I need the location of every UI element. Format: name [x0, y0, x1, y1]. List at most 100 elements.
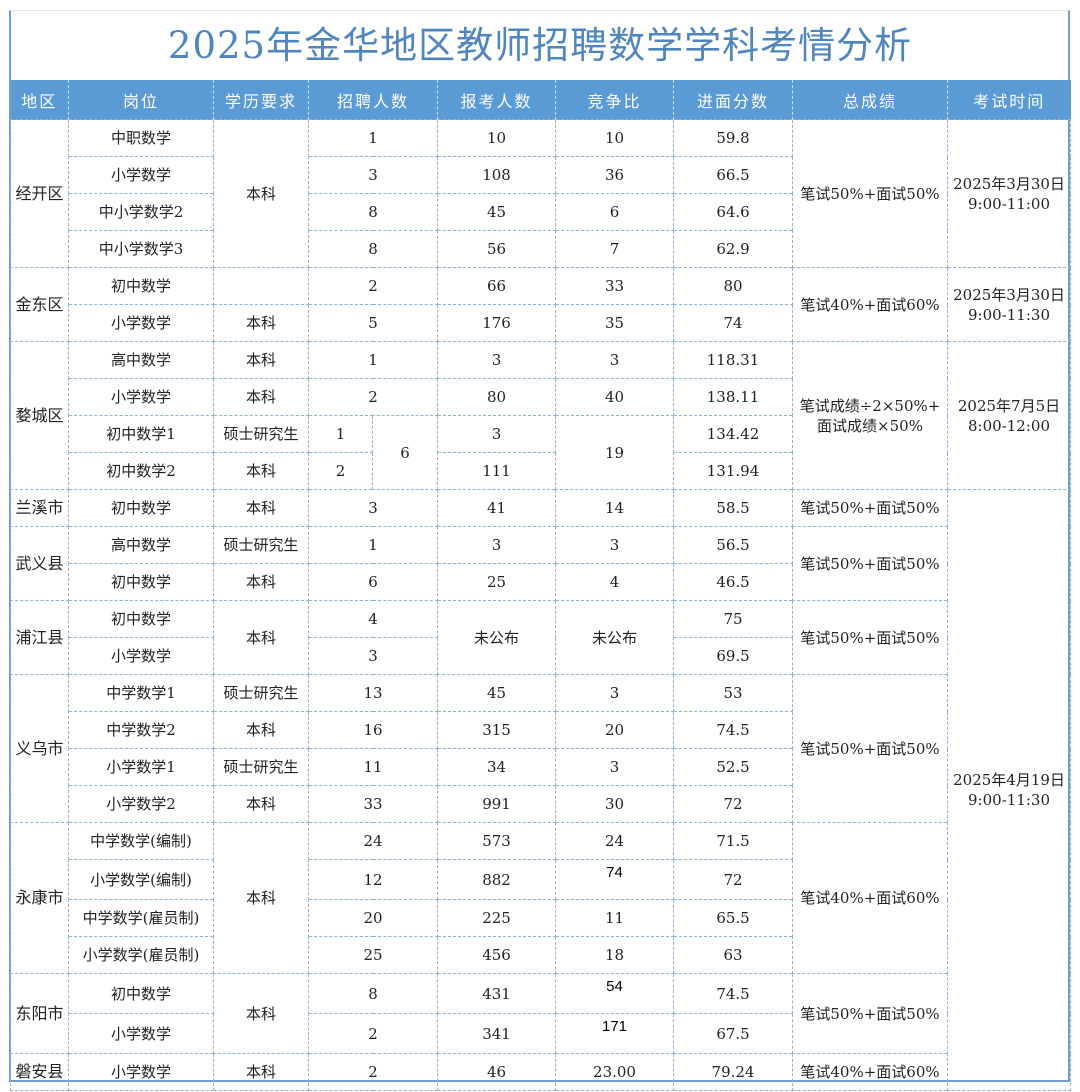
applicants-cell: 341 — [437, 1013, 557, 1054]
position-cell: 初中数学 — [68, 563, 214, 601]
ratio-cell: 20 — [555, 711, 675, 749]
position-cell: 中职数学 — [68, 119, 214, 157]
ratio-cell: 23.00 — [555, 1053, 675, 1091]
position-cell: 小学数学 — [68, 378, 214, 416]
ratio-cell: 3 — [555, 526, 675, 564]
ratio-cell: 33 — [555, 267, 675, 305]
cutoff-cell: 66.5 — [673, 156, 794, 194]
ratio-cell: 7 — [555, 230, 675, 268]
applicants-cell: 882 — [437, 859, 557, 900]
position-cell: 中小学数学3 — [68, 230, 214, 268]
table-row: 小学数学1 硕士研究生 11 34 3 52.5 — [11, 748, 1071, 786]
education-cell: 本科 — [213, 785, 309, 823]
education-cell: 本科 — [213, 1053, 309, 1091]
applicants-cell: 176 — [437, 304, 557, 342]
region-name: 义乌市 — [10, 674, 69, 823]
cutoff-cell: 64.6 — [673, 193, 794, 231]
cutoff-cell: 74.5 — [673, 973, 794, 1014]
table-row: 武义县 高中数学 硕士研究生 1 3 3 56.5 笔试50%+面试50% — [10, 526, 1071, 601]
header-education: 学历要求 — [213, 80, 309, 120]
ratio-cell: 3 — [555, 341, 675, 379]
ratio-cell: 未公布 — [555, 600, 675, 675]
region-name: 武义县 — [10, 526, 69, 601]
cutoff-cell: 74.5 — [673, 711, 794, 749]
region-name: 婺城区 — [10, 341, 69, 490]
score-rule-cell: 笔试50%+面试50% — [792, 674, 949, 823]
table-row: 兰溪市 初中数学 本科 3 41 14 58.5 笔试50%+面试50% 2025年4月19日 … — [10, 489, 1072, 1091]
table-row: 小学数学 3 69.5 — [11, 637, 1071, 675]
education-cell: 本科 — [213, 563, 309, 601]
education-cell: 本科 — [213, 304, 309, 342]
cutoff-cell: 71.5 — [673, 822, 794, 860]
applicants-cell: 80 — [437, 378, 557, 416]
recruits-cell: 8 — [307, 193, 439, 231]
cutoff-cell: 134.42 — [673, 415, 794, 453]
ratio-cell: 4 — [555, 563, 675, 601]
position-cell: 高中数学 — [68, 526, 214, 564]
position-cell: 初中数学 — [68, 600, 214, 638]
education-cell: 本科 — [213, 489, 309, 527]
position-cell: 初中数学 — [68, 489, 214, 527]
table-row: 初中数学1 硕士研究生 1 6 3 19 134.42 — [11, 415, 1071, 490]
applicants-cell: 3 — [437, 415, 557, 453]
score-rule-cell: 笔试成绩÷2×50%+ 面试成绩×50% — [792, 341, 949, 490]
education-cell — [213, 267, 309, 305]
position-cell: 中学数学(编制) — [68, 822, 214, 860]
table-row: 小学数学(编制) 12 882 74 72 — [11, 859, 1071, 900]
score-rule-cell: 笔试40%+面试60% — [792, 267, 949, 342]
recruits-cell: 8 — [307, 230, 439, 268]
education-cell: 本科 — [213, 452, 309, 490]
position-cell: 中学数学(雇员制) — [68, 899, 214, 937]
applicants-cell: 108 — [437, 156, 557, 194]
cutoff-cell: 67.5 — [673, 1013, 794, 1054]
applicants-cell: 991 — [437, 785, 557, 823]
table-row: 义乌市 中学数学1 硕士研究生 13 45 3 53 笔试50%+面试50% — [10, 674, 1071, 823]
ratio-cell: 40 — [555, 378, 675, 416]
region-name: 经开区 — [10, 119, 69, 268]
header-cutoff: 进面分数 — [673, 80, 793, 120]
ratio-cell: 6 — [555, 193, 675, 231]
table-row: 东阳市 初中数学 本科 8 431 54 74.5 笔试50%+面试50% — [10, 973, 1071, 1054]
ratio-cell: 10 — [555, 119, 675, 157]
position-cell: 中学数学2 — [68, 711, 214, 749]
cutoff-cell: 59.8 — [673, 119, 794, 157]
education-cell: 本科 — [213, 378, 309, 416]
table-row: 小学数学 本科 2 80 40 138.11 — [11, 378, 1071, 416]
education-cell: 硕士研究生 — [213, 674, 309, 712]
ratio-cell: 3 — [555, 674, 675, 712]
position-cell: 小学数学(编制) — [68, 859, 214, 900]
recruits-cell: 5 — [307, 304, 439, 342]
cutoff-cell: 62.9 — [673, 230, 794, 268]
exam-time-cell: 2025年3月30日 9:00-11:30 — [947, 267, 1072, 342]
table-row: 小学数学 本科 5 176 35 74 — [11, 304, 1071, 342]
applicants-cell: 573 — [437, 822, 557, 860]
recruits-cell: 3 — [307, 156, 439, 194]
applicants-cell: 225 — [437, 899, 557, 937]
ratio-cell: 24 — [555, 822, 675, 860]
table-row: 小学数学(雇员制) 25 456 18 63 — [11, 936, 1071, 974]
cutoff-cell: 52.5 — [673, 748, 794, 786]
ratio-cell: 18 — [555, 936, 675, 974]
recruits-cell: 1 — [308, 415, 373, 453]
education-cell: 本科 — [213, 822, 309, 974]
cutoff-cell: 53 — [673, 674, 794, 712]
applicants-cell: 46 — [437, 1053, 557, 1091]
position-cell: 初中数学 — [68, 973, 214, 1014]
ratio-cell: 3 — [555, 748, 675, 786]
position-cell: 小学数学 — [68, 304, 214, 342]
position-cell: 小学数学 — [68, 156, 214, 194]
table-row: 中学数学2 本科 16 315 20 74.5 — [11, 711, 1071, 749]
cutoff-cell: 118.31 — [673, 341, 794, 379]
header-region: 地区 — [10, 80, 69, 120]
education-cell: 本科 — [213, 973, 309, 1054]
cutoff-cell: 69.5 — [673, 637, 794, 675]
recruits-cell: 6 — [307, 563, 439, 601]
ratio-cell: 74 — [555, 859, 675, 900]
header-score-rule: 总成绩 — [792, 80, 948, 120]
cutoff-cell: 72 — [673, 785, 794, 823]
ratio-cell: 171 — [555, 1013, 675, 1054]
position-cell: 中小学数学2 — [68, 193, 214, 231]
score-rule-cell: 笔试50%+面试50% — [792, 119, 949, 268]
exam-time-cell: 2025年3月30日 9:00-11:00 — [947, 119, 1072, 268]
cutoff-cell: 56.5 — [673, 526, 794, 564]
